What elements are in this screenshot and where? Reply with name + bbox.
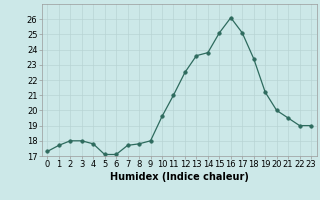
X-axis label: Humidex (Indice chaleur): Humidex (Indice chaleur) bbox=[110, 172, 249, 182]
